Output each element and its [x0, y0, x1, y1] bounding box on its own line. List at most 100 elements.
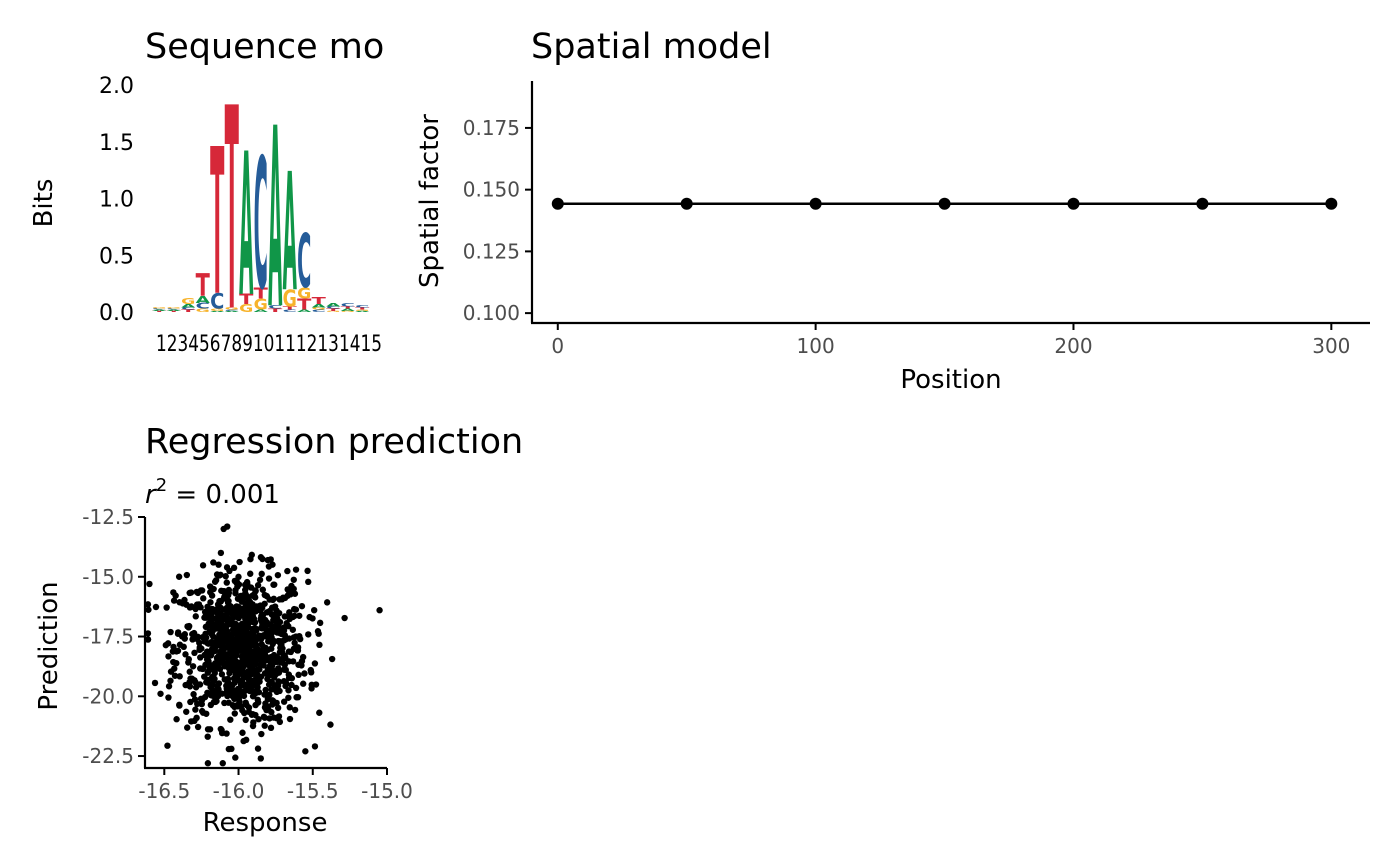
regression-point	[216, 597, 223, 605]
regression-point	[292, 684, 300, 692]
regression-point	[285, 671, 293, 678]
logo-letter-G: G	[254, 296, 268, 314]
regression-point	[263, 706, 270, 714]
regression-point	[254, 745, 262, 752]
regression-point	[233, 642, 240, 650]
regression-point	[212, 696, 220, 703]
regression-point	[184, 724, 191, 731]
regression-point	[259, 555, 266, 563]
logo-letter-A: A	[283, 140, 297, 328]
regression-point	[269, 596, 276, 604]
regression-point	[281, 661, 288, 669]
regression-point	[268, 678, 275, 686]
regression-point	[144, 630, 152, 637]
regression-point	[243, 736, 250, 744]
logo-letter-G: G	[152, 307, 166, 309]
regression-point	[174, 647, 182, 654]
regression-point	[145, 606, 152, 613]
regression-point	[152, 603, 160, 611]
regression-point	[225, 658, 232, 665]
logo-letter-A: A	[196, 294, 211, 305]
spatial-y-tick-label: 0.150	[463, 178, 520, 202]
spatial-model-title: Spatial model	[531, 27, 772, 67]
regression-point	[234, 607, 241, 614]
regression-point	[224, 675, 232, 683]
regression-point	[286, 715, 294, 723]
sequence-logo-panel: Sequence mo Bits 0.00.51.01.52.0 TACGTAC…	[29, 27, 384, 374]
regression-point	[242, 699, 249, 706]
logo-letter-T: T	[152, 311, 166, 313]
regression-point	[281, 652, 288, 659]
regression-point	[269, 697, 277, 705]
regression-point	[180, 643, 187, 651]
regression-point	[210, 633, 217, 640]
regression-point	[186, 589, 193, 597]
logo-letter-G: G	[210, 308, 224, 312]
regression-point	[298, 662, 305, 669]
regression-point	[191, 649, 198, 657]
regression-point	[254, 696, 261, 703]
regression-point	[252, 701, 259, 709]
regression-point	[311, 660, 319, 667]
regression-point	[216, 572, 223, 579]
regression-point	[241, 594, 248, 601]
regression-point	[289, 626, 297, 633]
regression-point	[213, 663, 220, 670]
regression-point	[225, 745, 233, 753]
regression-point	[144, 636, 152, 643]
regression-point	[296, 635, 304, 643]
regression-point	[229, 655, 237, 662]
regression-point	[253, 646, 260, 654]
regression-point	[209, 627, 216, 635]
regression-point	[245, 684, 252, 691]
regression-subtitle-value: = 0.001	[167, 480, 280, 510]
regression-point	[252, 676, 259, 684]
regression-point	[227, 716, 234, 723]
logo-letter-A: A	[268, 76, 282, 364]
regression-point	[213, 642, 220, 650]
regression-point	[173, 716, 180, 723]
logo-y-tick-label: 1.5	[99, 131, 134, 156]
regression-point	[241, 586, 249, 594]
regression-point	[196, 646, 203, 654]
logo-letter-C: C	[341, 302, 355, 308]
regression-point	[204, 689, 211, 696]
regression-point	[226, 669, 233, 677]
regression-point	[244, 661, 252, 668]
logo-letter-T: T	[196, 267, 210, 303]
regression-point	[146, 580, 153, 588]
regression-point	[288, 681, 295, 689]
regression-point	[261, 722, 268, 729]
logo-letter-C: C	[254, 122, 268, 330]
regression-point	[197, 695, 205, 703]
regression-point	[290, 605, 298, 613]
regression-point	[204, 679, 212, 686]
spatial-point	[1196, 197, 1209, 210]
spatial-x-tick-label: 100	[797, 334, 835, 358]
regression-point	[285, 694, 292, 701]
regression-point	[248, 551, 256, 559]
regression-point	[167, 677, 174, 684]
regression-point	[244, 581, 251, 588]
logo-letter-G: G	[312, 307, 326, 311]
regression-y-tick-label: -12.5	[82, 505, 134, 529]
regression-point	[239, 729, 246, 736]
regression-point	[244, 642, 251, 650]
logo-letter-G: G	[167, 307, 181, 309]
regression-point	[202, 623, 210, 631]
regression-point	[280, 698, 288, 705]
logo-letter-A: A	[225, 311, 240, 313]
regression-point	[215, 690, 223, 697]
regression-point	[328, 655, 336, 663]
regression-point	[232, 635, 240, 642]
regression-point	[228, 682, 236, 690]
regression-point	[327, 721, 334, 728]
regression-subtitle: r2 = 0.001	[145, 475, 280, 510]
regression-point	[170, 597, 178, 604]
regression-point	[183, 571, 191, 579]
regression-point	[308, 685, 315, 692]
regression-point	[323, 599, 331, 606]
logo-letter-G: G	[341, 311, 355, 313]
regression-point	[269, 628, 277, 636]
